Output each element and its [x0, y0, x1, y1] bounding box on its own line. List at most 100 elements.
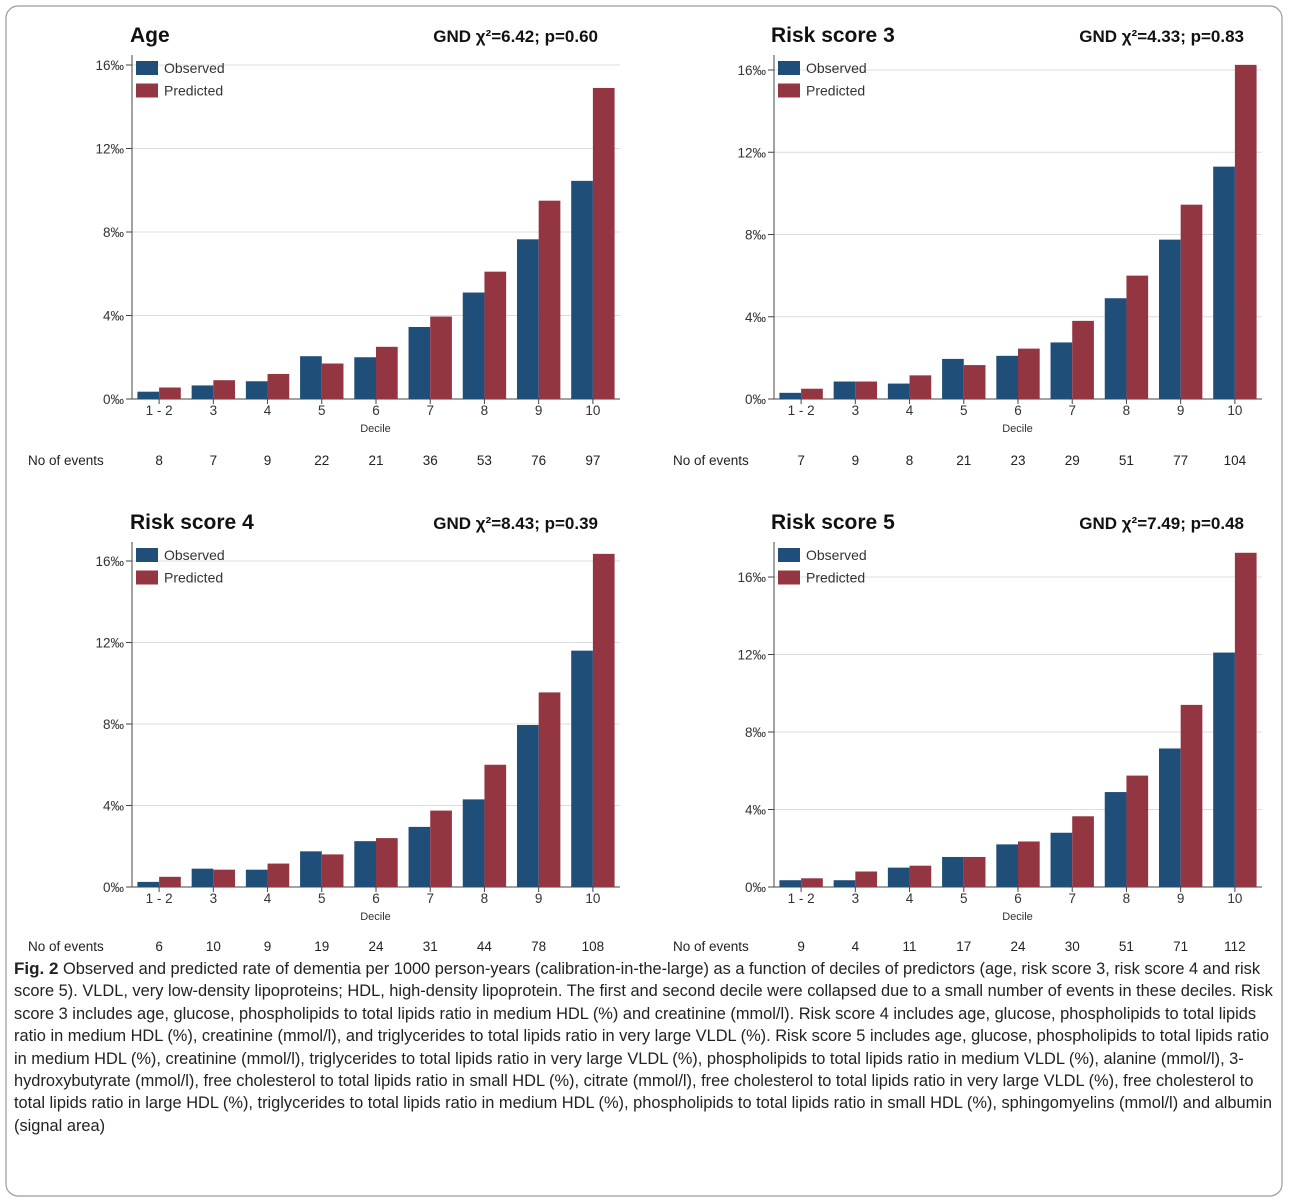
x-axis-label: Decile	[1002, 423, 1033, 435]
chart-statistic: GND χ²=4.33; p=0.83	[1079, 27, 1244, 46]
legend-label-predicted: Predicted	[806, 570, 865, 586]
bar-observed-8	[516, 725, 539, 887]
x-tick-label: 6	[372, 403, 380, 418]
event-count: 9	[852, 453, 860, 468]
y-tick-label: 16‰	[737, 63, 766, 78]
x-tick-label: 4	[906, 891, 914, 906]
bar-observed-7	[462, 799, 485, 887]
y-tick-label: 4‰	[745, 310, 767, 325]
x-tick-label: 1 - 2	[788, 891, 815, 906]
bar-observed-9	[1213, 652, 1235, 887]
x-tick-label: 10	[585, 403, 600, 418]
chart-title: Risk score 5	[771, 511, 895, 534]
x-tick-label: 7	[426, 891, 434, 906]
x-tick-label: 3	[852, 403, 860, 418]
bar-predicted-3	[909, 375, 932, 399]
figure-border	[5, 5, 1283, 1197]
x-axis-label: Decile	[360, 911, 391, 923]
legend-swatch-observed	[136, 548, 158, 562]
event-count: 44	[477, 939, 493, 954]
legend-swatch-predicted	[778, 83, 800, 98]
bar-observed-7	[1104, 298, 1127, 399]
bar-predicted-7	[484, 271, 507, 399]
x-tick-label: 10	[585, 891, 600, 906]
x-tick-label: 1 - 2	[146, 891, 173, 906]
event-count: 9	[264, 939, 272, 954]
bar-observed-1	[779, 392, 802, 399]
bar-predicted-6	[430, 810, 452, 887]
events-row-label: No of events	[28, 939, 104, 954]
bar-observed-9	[571, 180, 593, 399]
bar-observed-8	[1158, 239, 1181, 399]
bar-predicted-7	[1126, 775, 1149, 887]
legend-swatch-observed	[778, 548, 800, 562]
bar-observed-4	[942, 856, 964, 887]
chart-panel-4: Risk score 5 GND χ²=7.49; p=0.48 0‰ 4‰ 8‰ 12‰…	[673, 511, 1262, 954]
bar-predicted-7	[1126, 275, 1149, 399]
event-count: 8	[155, 453, 163, 468]
y-tick-label: 12‰	[737, 648, 766, 663]
chart-statistic: GND χ²=8.43; p=0.39	[433, 514, 598, 533]
caption-label: Fig. 2	[14, 959, 59, 978]
legend-swatch-observed	[778, 61, 800, 75]
legend-swatch-observed	[136, 61, 158, 75]
x-axis-label: Decile	[360, 423, 391, 435]
bar-observed-7	[1104, 792, 1127, 887]
legend-label-predicted: Predicted	[806, 83, 865, 99]
bar-observed-4	[300, 851, 322, 887]
bar-observed-6	[1050, 832, 1073, 887]
y-tick-label: 16‰	[737, 570, 766, 585]
y-tick-label: 8‰	[745, 725, 767, 740]
y-tick-label: 0‰	[103, 392, 125, 407]
y-tick-label: 4‰	[103, 309, 125, 324]
x-tick-label: 4	[264, 403, 272, 418]
bar-observed-2	[191, 385, 214, 399]
bar-predicted-5	[376, 346, 398, 399]
events-row-label: No of events	[673, 453, 749, 468]
bar-observed-1	[137, 881, 160, 887]
bar-predicted-4	[963, 365, 986, 399]
x-tick-label: 7	[426, 403, 434, 418]
bar-predicted-3	[267, 863, 290, 887]
event-count: 21	[368, 453, 383, 468]
event-count: 30	[1065, 939, 1080, 954]
chart-title: Risk score 4	[130, 511, 254, 534]
x-tick-label: 4	[906, 403, 914, 418]
event-count: 9	[797, 939, 805, 954]
y-tick-label: 4‰	[745, 803, 767, 818]
bar-observed-1	[779, 880, 802, 887]
event-count: 104	[1224, 453, 1247, 468]
event-count: 23	[1010, 453, 1025, 468]
x-tick-label: 9	[535, 891, 543, 906]
x-tick-label: 9	[1177, 403, 1185, 418]
chart-title: Risk score 3	[771, 24, 895, 47]
x-tick-label: 7	[1068, 403, 1076, 418]
event-count: 4	[852, 939, 860, 954]
x-tick-label: 3	[852, 891, 860, 906]
bar-observed-3	[245, 869, 268, 887]
x-tick-label: 5	[960, 403, 968, 418]
y-tick-label: 16‰	[95, 554, 124, 569]
event-count: 31	[423, 939, 438, 954]
bar-observed-5	[354, 357, 376, 399]
bar-predicted-2	[213, 869, 236, 887]
caption-text: Observed and predicted rate of dementia …	[14, 960, 1273, 1135]
x-tick-label: 10	[1227, 891, 1242, 906]
chart-panel-1: Age GND χ²=6.42; p=0.60 0‰ 4‰ 8‰ 12‰ 16‰ 1 - 2 8…	[28, 24, 620, 468]
bar-observed-7	[462, 292, 485, 399]
bar-observed-6	[408, 826, 431, 887]
bar-observed-5	[996, 844, 1018, 887]
x-tick-label: 10	[1227, 403, 1242, 418]
bar-predicted-9	[592, 87, 615, 400]
x-axis-label: Decile	[1002, 911, 1033, 923]
bar-observed-9	[571, 650, 593, 887]
event-count: 24	[1010, 939, 1026, 954]
y-tick-label: 4‰	[103, 799, 125, 814]
bar-predicted-1	[159, 876, 181, 887]
bar-predicted-5	[1018, 841, 1040, 887]
event-count: 19	[314, 939, 329, 954]
event-count: 97	[585, 453, 600, 468]
bar-observed-9	[1213, 166, 1235, 399]
bar-predicted-4	[963, 856, 986, 887]
bar-predicted-2	[855, 381, 878, 399]
